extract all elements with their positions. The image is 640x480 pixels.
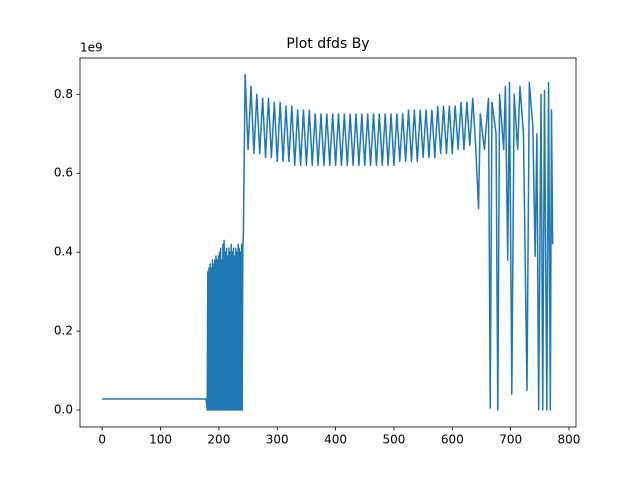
x-tick-label: 200	[207, 433, 230, 447]
x-tick-label: 500	[382, 433, 405, 447]
chart-title: Plot dfds By	[286, 36, 369, 52]
x-tick-label: 800	[558, 433, 581, 447]
x-tick-label: 100	[149, 433, 172, 447]
x-tick-label: 700	[499, 433, 522, 447]
x-tick-label: 600	[441, 433, 464, 447]
x-tick-label: 300	[266, 433, 289, 447]
data-line	[102, 73, 554, 411]
y-tick-label: 0.2	[54, 324, 73, 338]
x-tick-label: 0	[98, 433, 106, 447]
y-tick-label: 0.0	[54, 403, 73, 417]
y-offset-label: 1e9	[80, 41, 103, 55]
y-tick-label: 0.8	[54, 87, 73, 101]
y-tick-label: 0.6	[54, 166, 73, 180]
x-tick-label: 400	[324, 433, 347, 447]
axes-frame	[79, 57, 577, 428]
y-tick-label: 0.4	[54, 245, 73, 259]
